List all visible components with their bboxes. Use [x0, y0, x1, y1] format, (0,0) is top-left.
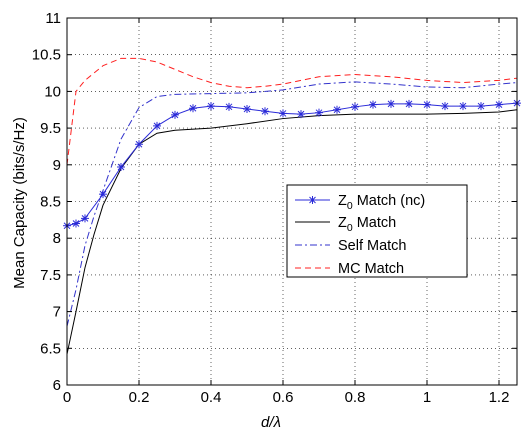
legend-label-rest: Match (nc): [353, 193, 426, 209]
x-tick-label: 0.8: [345, 389, 366, 406]
x-tick-labels: 0 0.2 0.4 0.6 0.8 1 1.2: [63, 389, 510, 406]
series-line: [66, 81, 518, 327]
series-marker: [279, 110, 287, 117]
legend-label-subscript: 0: [347, 222, 353, 234]
legend-entry: Z0 Match: [295, 215, 396, 234]
series-marker: [99, 190, 107, 198]
series-marker: [351, 103, 359, 111]
series-marker: [477, 102, 485, 110]
series-marker: [495, 101, 503, 108]
legend-label-rest: Match: [353, 215, 397, 231]
y-tick-label: 7.5: [40, 267, 61, 284]
legend-marker: [309, 196, 316, 204]
legend-label-main: Self Match: [338, 238, 407, 254]
y-tick-labels: 6 6.5 7 7.5 8 8.5 9 9.5 10 10.5 11: [32, 10, 61, 394]
series-marker: [243, 105, 251, 113]
legend-label-subscript: 0: [347, 200, 353, 212]
series-marker: [261, 107, 269, 115]
y-tick-label: 8.5: [40, 194, 61, 211]
series-marker: [225, 103, 233, 111]
series-marker: [405, 100, 413, 108]
series-group: [66, 57, 518, 165]
series-group: [66, 109, 518, 355]
legend-label-main: MC Match: [338, 261, 404, 277]
x-tick-label: 0.4: [201, 389, 222, 406]
legend-label: Self Match: [338, 238, 407, 254]
y-tick-label: 11: [45, 10, 61, 27]
tick-layer: [66, 17, 517, 386]
y-tick-label: 9.5: [40, 120, 61, 137]
series-line: [66, 57, 518, 165]
y-tick-label: 9: [53, 157, 61, 174]
y-tick-label: 6.5: [40, 340, 61, 357]
legend-label: MC Match: [338, 261, 404, 277]
series-marker: [207, 102, 215, 110]
series-marker: [153, 122, 161, 130]
y-axis-label: Mean Capacity (bits/s/Hz): [11, 117, 28, 289]
y-tick-label: 7: [53, 304, 61, 321]
y-tick-label: 6: [53, 377, 61, 394]
series-marker: [117, 163, 125, 171]
series-marker: [297, 110, 305, 118]
x-axis-label: d/λ: [261, 414, 281, 431]
x-tick-label: 0.2: [129, 389, 150, 406]
x-tick-label: 1.2: [489, 389, 510, 406]
series-group: [66, 81, 518, 327]
series-marker: [81, 215, 89, 222]
legend-label-main: Z: [338, 215, 347, 231]
x-tick-label: 1: [423, 389, 431, 406]
series-marker: [189, 104, 197, 112]
legend-label-main: Z: [338, 193, 347, 209]
series-marker: [315, 109, 323, 117]
series-marker: [369, 101, 377, 108]
legend-label: Z0 Match (nc): [338, 193, 425, 212]
series-line: [66, 109, 518, 355]
series-marker: [171, 111, 179, 119]
x-axis-label-lambda: λ: [273, 414, 281, 431]
legend-entry: Self Match: [295, 238, 407, 254]
series-marker: [72, 220, 80, 227]
legend-label: Z0 Match: [338, 215, 396, 234]
series-marker: [459, 102, 467, 110]
y-tick-label: 10.5: [32, 47, 61, 64]
legend-entry: Z0 Match (nc): [295, 193, 425, 212]
x-tick-label: 0.6: [273, 389, 294, 406]
y-tick-label: 10: [44, 83, 61, 100]
series-marker: [387, 100, 395, 108]
series-marker: [135, 140, 143, 148]
series-marker: [423, 101, 431, 108]
y-tick-label: 8: [53, 230, 61, 247]
x-axis-label-main: d/: [261, 414, 275, 431]
legend-entry: MC Match: [295, 261, 404, 277]
series-marker: [441, 102, 449, 110]
x-tick-label: 0: [63, 389, 71, 406]
series-marker: [333, 106, 341, 114]
